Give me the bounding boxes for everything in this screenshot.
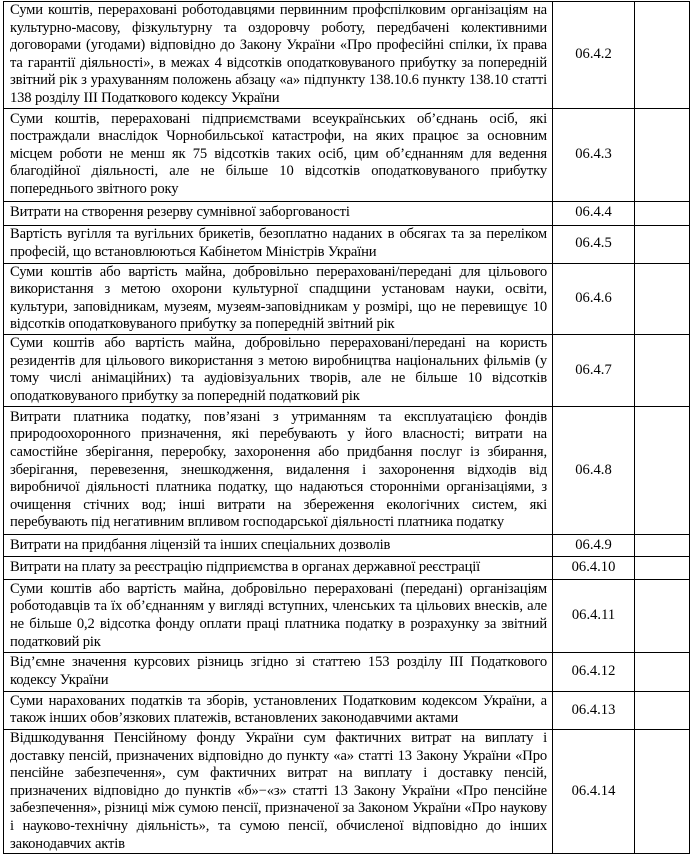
row-description: Витрати на створення резерву сумнівної з… (3, 200, 553, 226)
row-value-cell[interactable] (634, 224, 690, 264)
row-description: Суми коштів або вартість майна, добровіл… (3, 578, 553, 653)
row-code: 06.4.12 (552, 651, 635, 692)
table-row: Витрати на плату за реєстрацію підприємс… (3, 555, 690, 580)
row-description: Витрати на плату за реєстрацію підприємс… (3, 555, 553, 580)
table-row: Витрати платника податку, пов’язані з ут… (3, 405, 690, 535)
row-description: Суми коштів або вартість майна, добровіл… (3, 262, 553, 335)
row-description: Відшкодування Пенсійному фонду України с… (3, 728, 553, 855)
row-value-cell[interactable] (634, 533, 690, 557)
row-value-cell[interactable] (634, 1, 690, 109)
table-row: Суми коштів або вартість майна, добровіл… (3, 333, 690, 407)
row-code: 06.4.14 (552, 728, 635, 855)
row-code: 06.4.10 (552, 555, 635, 580)
row-value-cell[interactable] (634, 262, 690, 335)
row-code: 06.4.13 (552, 690, 635, 730)
row-code: 06.4.5 (552, 224, 635, 264)
table-row: Від’ємне значення курсових різниць згідн… (3, 651, 690, 692)
table-row: Витрати на створення резерву сумнівної з… (3, 200, 690, 226)
row-code: 06.4.2 (552, 1, 635, 109)
row-description: Від’ємне значення курсових різниць згідн… (3, 651, 553, 692)
table-row: Суми коштів або вартість майна, добровіл… (3, 262, 690, 335)
table-row: Суми коштів, перераховані підприємствами… (3, 107, 690, 202)
row-value-cell[interactable] (634, 555, 690, 580)
row-value-cell[interactable] (634, 651, 690, 692)
row-code: 06.4.6 (552, 262, 635, 335)
row-code: 06.4.8 (552, 405, 635, 535)
row-code: 06.4.4 (552, 200, 635, 226)
table-row: Суми коштів або вартість майна, добровіл… (3, 578, 690, 653)
row-description: Вартість вугілля та вугільних брикетів, … (3, 224, 553, 264)
row-code: 06.4.11 (552, 578, 635, 653)
table-row: Суми нарахованих податків та зборів, уст… (3, 690, 690, 730)
expenses-table: Суми коштів, перераховані роботодавцями … (3, 1, 690, 855)
table-row: Витрати на придбання ліцензій та інших с… (3, 533, 690, 557)
table-row: Вартість вугілля та вугільних брикетів, … (3, 224, 690, 264)
row-value-cell[interactable] (634, 578, 690, 653)
row-code: 06.4.7 (552, 333, 635, 407)
row-description: Суми нарахованих податків та зборів, уст… (3, 690, 553, 730)
row-description: Витрати платника податку, пов’язані з ут… (3, 405, 553, 535)
row-description: Суми коштів, перераховані роботодавцями … (3, 1, 553, 109)
row-code: 06.4.3 (552, 107, 635, 202)
row-value-cell[interactable] (634, 728, 690, 855)
row-value-cell[interactable] (634, 690, 690, 730)
row-value-cell[interactable] (634, 405, 690, 535)
row-value-cell[interactable] (634, 200, 690, 226)
table-row: Суми коштів, перераховані роботодавцями … (3, 1, 690, 109)
table-row: Відшкодування Пенсійному фонду України с… (3, 728, 690, 855)
row-description: Витрати на придбання ліцензій та інших с… (3, 533, 553, 557)
row-description: Суми коштів або вартість майна, добровіл… (3, 333, 553, 407)
row-value-cell[interactable] (634, 107, 690, 202)
row-code: 06.4.9 (552, 533, 635, 557)
row-value-cell[interactable] (634, 333, 690, 407)
row-description: Суми коштів, перераховані підприємствами… (3, 107, 553, 202)
